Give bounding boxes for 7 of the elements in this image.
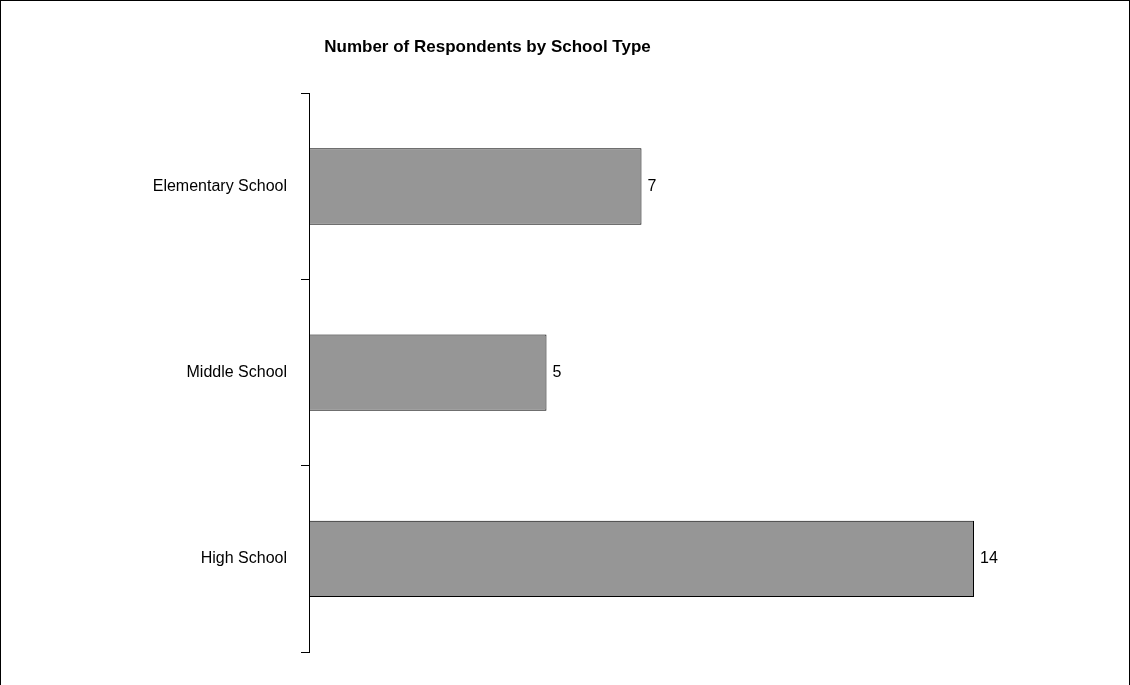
data-label: 5 (552, 363, 562, 381)
y-tick-label: Elementary School (152, 176, 287, 194)
y-tick-label: High School (200, 549, 287, 567)
data-label: 14 (980, 549, 998, 567)
chart-title: Number of Respondents by School Type (324, 36, 651, 56)
data-label: 7 (647, 176, 657, 194)
y-tick-label: Middle School (186, 363, 287, 381)
